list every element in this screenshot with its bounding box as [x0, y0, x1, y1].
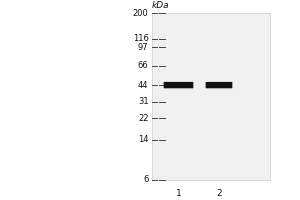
Text: 200: 200 — [133, 8, 148, 18]
Text: kDa: kDa — [152, 1, 169, 10]
Text: 6: 6 — [143, 176, 148, 184]
Text: 1: 1 — [176, 188, 182, 198]
Text: 66: 66 — [138, 61, 148, 70]
FancyBboxPatch shape — [206, 82, 232, 88]
Text: 14: 14 — [138, 135, 148, 144]
Text: 22: 22 — [138, 114, 148, 123]
Text: 31: 31 — [138, 97, 148, 106]
Text: 2: 2 — [216, 188, 222, 198]
FancyBboxPatch shape — [164, 82, 194, 88]
Text: 116: 116 — [133, 34, 148, 43]
FancyBboxPatch shape — [152, 13, 270, 180]
Text: 97: 97 — [138, 43, 148, 52]
Text: 44: 44 — [138, 81, 148, 90]
